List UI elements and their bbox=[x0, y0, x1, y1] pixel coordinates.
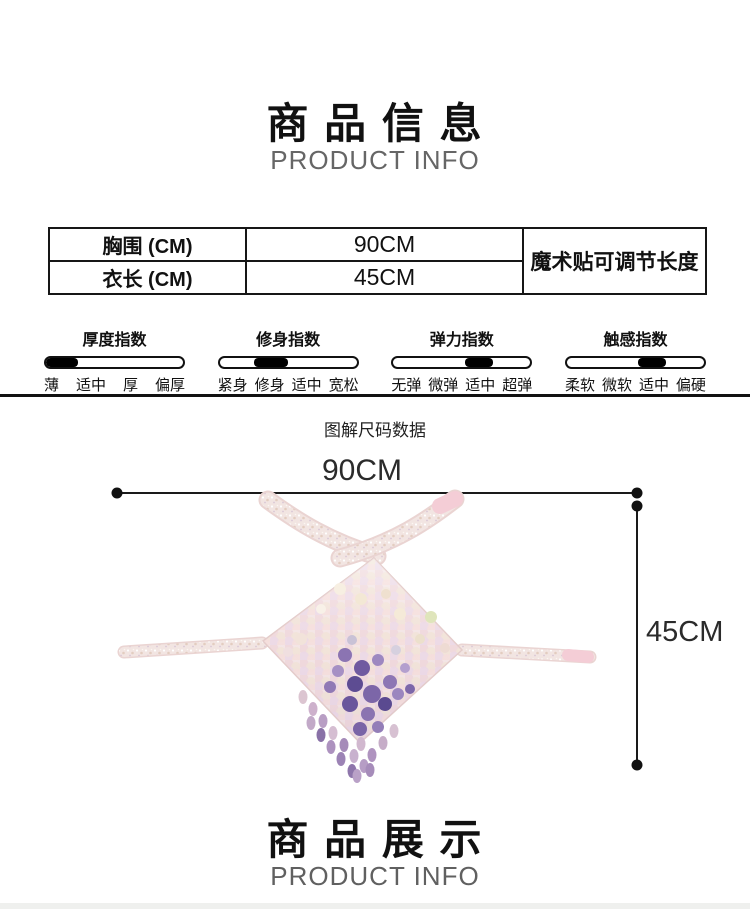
product-illustration bbox=[117, 489, 597, 783]
length-dimension-label: 45CM bbox=[646, 616, 724, 648]
diagram-heading: 图解尺码数据 bbox=[324, 421, 426, 440]
index-title: 触感指数 bbox=[603, 332, 668, 349]
width-dimension-label: 90CM bbox=[321, 454, 403, 487]
index-scale-labels: 紧身 修身 适中 宽松 bbox=[218, 374, 359, 395]
index-scale-labels: 柔软 微软 适中 偏硬 bbox=[565, 374, 706, 395]
scale-label: 适中 bbox=[465, 377, 496, 394]
scale-label: 适中 bbox=[291, 377, 322, 394]
scale-label: 紧身 bbox=[217, 377, 248, 394]
sequin-fringe bbox=[298, 690, 399, 783]
section-divider bbox=[0, 394, 750, 397]
index-title: 修身指数 bbox=[256, 332, 321, 349]
scale-label: 超弹 bbox=[502, 377, 533, 394]
sequin-purple-cluster bbox=[324, 635, 415, 736]
scale-label: 修身 bbox=[254, 377, 285, 394]
scale-label: 偏硬 bbox=[675, 377, 706, 394]
index-meter-bar bbox=[44, 356, 185, 369]
property-indices: 厚度指数 薄 适中 厚 偏厚 修身指数 紧身 修身 适中 宽松 弹力指数 无弹 … bbox=[0, 326, 750, 395]
scale-label: 厚 bbox=[122, 377, 138, 394]
size-note: 魔术贴可调节长度 bbox=[522, 227, 707, 295]
index-group-touch: 触感指数 柔软 微软 适中 偏硬 bbox=[564, 326, 706, 395]
index-meter-fill bbox=[638, 358, 666, 367]
index-group-thickness: 厚度指数 薄 适中 厚 偏厚 bbox=[44, 326, 185, 395]
index-meter-fill bbox=[46, 358, 78, 367]
sequin-highlights bbox=[283, 583, 450, 657]
footer-subtitle: PRODUCT INFO bbox=[270, 861, 480, 891]
index-meter-fill bbox=[253, 358, 289, 367]
dimension-length-line bbox=[631, 500, 643, 771]
size-row-value: 90CM bbox=[245, 227, 524, 262]
index-meter-fill bbox=[464, 358, 494, 367]
index-scale-labels: 薄 适中 厚 偏厚 bbox=[44, 374, 185, 395]
scale-label: 适中 bbox=[638, 377, 669, 394]
index-scale-labels: 无弹 微弹 适中 超弹 bbox=[391, 374, 532, 395]
index-meter-bar bbox=[217, 356, 359, 369]
size-row-value: 45CM bbox=[245, 260, 524, 295]
index-title: 厚度指数 bbox=[82, 332, 147, 349]
size-diagram bbox=[111, 487, 643, 783]
neck-straps bbox=[258, 489, 465, 568]
footer-title: 商 品 展 示 bbox=[266, 816, 484, 863]
table-row: 衣长 (CM) 45CM bbox=[48, 260, 706, 295]
page-title: 商 品 信 息 bbox=[266, 100, 484, 147]
index-group-fit: 修身指数 紧身 修身 适中 宽松 bbox=[217, 326, 359, 395]
scale-label: 无弹 bbox=[391, 377, 422, 394]
size-row-label: 衣长 (CM) bbox=[48, 260, 247, 295]
sequin-body bbox=[261, 557, 464, 745]
scale-label: 柔软 bbox=[564, 377, 595, 394]
dimension-width-line bbox=[111, 487, 643, 499]
size-row-label: 胸围 (CM) bbox=[48, 227, 247, 262]
index-group-elasticity: 弹力指数 无弹 微弹 适中 超弹 bbox=[391, 326, 533, 395]
bottom-strip bbox=[0, 903, 750, 909]
scale-label: 微弹 bbox=[428, 377, 459, 394]
page-subtitle: PRODUCT INFO bbox=[270, 145, 480, 175]
scale-label: 适中 bbox=[75, 377, 106, 394]
index-title: 弹力指数 bbox=[429, 332, 494, 349]
table-row: 胸围 (CM) 90CM 魔术贴可调节长度 bbox=[48, 227, 707, 295]
scale-label: 微软 bbox=[601, 377, 632, 394]
scale-label: 薄 bbox=[44, 377, 60, 394]
side-straps bbox=[117, 636, 597, 664]
scale-label: 宽松 bbox=[328, 377, 359, 394]
index-meter-bar bbox=[564, 356, 706, 369]
size-table: 胸围 (CM) 90CM 魔术贴可调节长度 衣长 (CM) 45CM bbox=[48, 227, 707, 295]
index-meter-bar bbox=[391, 356, 533, 369]
scale-label: 偏厚 bbox=[154, 377, 185, 394]
